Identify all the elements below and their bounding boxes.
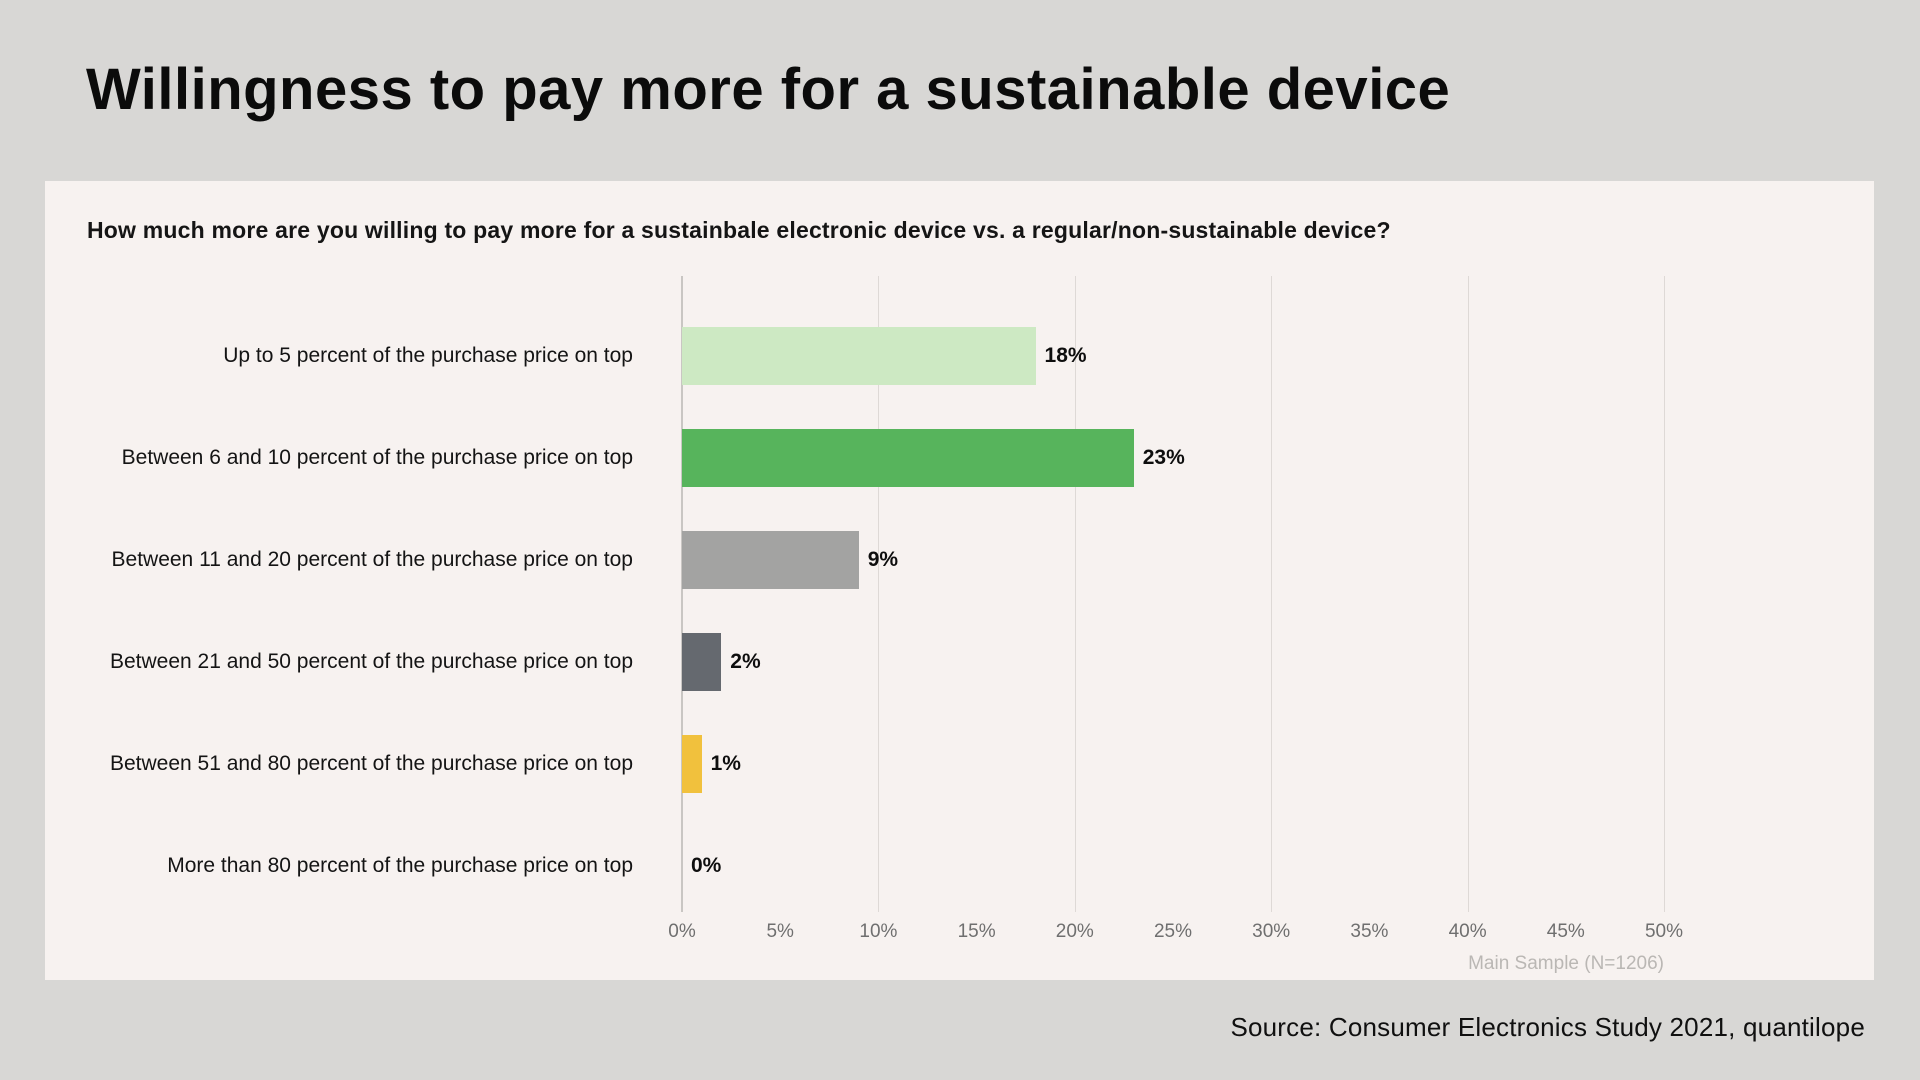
gridline bbox=[1467, 276, 1469, 912]
bar-row: Between 6 and 10 percent of the purchase… bbox=[87, 407, 1817, 509]
bar-track: 0% bbox=[682, 815, 1817, 917]
bar bbox=[682, 735, 702, 793]
bar bbox=[682, 633, 722, 691]
value-label: 0% bbox=[691, 854, 722, 877]
gridline bbox=[1074, 276, 1076, 912]
x-tick-label: 50% bbox=[1644, 921, 1684, 942]
category-label: More than 80 percent of the purchase pri… bbox=[167, 853, 633, 877]
x-tick-label: 20% bbox=[1055, 921, 1094, 942]
bar-row: Between 51 and 80 percent of the purchas… bbox=[87, 713, 1817, 815]
value-label: 2% bbox=[730, 650, 761, 673]
value-label: 18% bbox=[1044, 344, 1087, 367]
x-tick-label: 35% bbox=[1350, 921, 1389, 942]
category-label: Between 51 and 80 percent of the purchas… bbox=[109, 751, 633, 775]
bar-row: More than 80 percent of the purchase pri… bbox=[87, 815, 1817, 917]
x-tick-label: 15% bbox=[957, 921, 996, 942]
category-label: Between 21 and 50 percent of the purchas… bbox=[109, 649, 633, 673]
bar bbox=[682, 429, 1134, 487]
bar bbox=[682, 327, 1036, 385]
x-axis-ticks: 0% 5% 10% 15% 20% 25% 30% 35% 40% 45% 50% bbox=[668, 921, 1683, 947]
y-axis-line bbox=[681, 276, 683, 912]
category-label: Between 6 and 10 percent of the purchase… bbox=[121, 445, 633, 469]
bar-track: 1% bbox=[682, 713, 1817, 815]
bar-row: Between 21 and 50 percent of the purchas… bbox=[87, 611, 1817, 713]
gridline bbox=[878, 276, 880, 912]
x-tick-label: 5% bbox=[766, 921, 794, 942]
chart-question: How much more are you willing to pay mor… bbox=[87, 217, 1391, 243]
page-title: Willingness to pay more for a sustainabl… bbox=[86, 57, 1451, 122]
gridline bbox=[1271, 276, 1273, 912]
sample-note: Main Sample (N=1206) bbox=[1468, 953, 1664, 974]
x-tick-label: 45% bbox=[1546, 921, 1585, 942]
bar-track: 23% bbox=[682, 407, 1817, 509]
value-label: 9% bbox=[867, 548, 899, 571]
gridlines bbox=[681, 276, 1665, 912]
bar-rows: Up to 5 percent of the purchase price on… bbox=[87, 305, 1817, 917]
gridline bbox=[1664, 276, 1665, 912]
value-label: 1% bbox=[710, 752, 741, 775]
bar-row: Up to 5 percent of the purchase price on… bbox=[87, 305, 1817, 407]
x-tick-label: 25% bbox=[1153, 921, 1193, 942]
bar-track: 18% bbox=[682, 305, 1817, 407]
category-label: Up to 5 percent of the purchase price on… bbox=[223, 343, 633, 367]
bar-track: 9% bbox=[682, 509, 1817, 611]
x-tick-label: 10% bbox=[859, 921, 898, 942]
bar bbox=[682, 531, 859, 589]
source-text: Source: Consumer Electronics Study 2021,… bbox=[1230, 1012, 1865, 1042]
bar-row: Between 11 and 20 percent of the purchas… bbox=[87, 509, 1817, 611]
value-label: 23% bbox=[1142, 446, 1185, 469]
chart-card: How much more are you willing to pay mor… bbox=[45, 181, 1874, 980]
x-tick-label: 40% bbox=[1448, 921, 1487, 942]
bar-track: 2% bbox=[682, 611, 1817, 713]
x-tick-label: 30% bbox=[1252, 921, 1291, 942]
category-label: Between 11 and 20 percent of the purchas… bbox=[111, 547, 633, 571]
x-tick-label: 0% bbox=[668, 921, 696, 942]
